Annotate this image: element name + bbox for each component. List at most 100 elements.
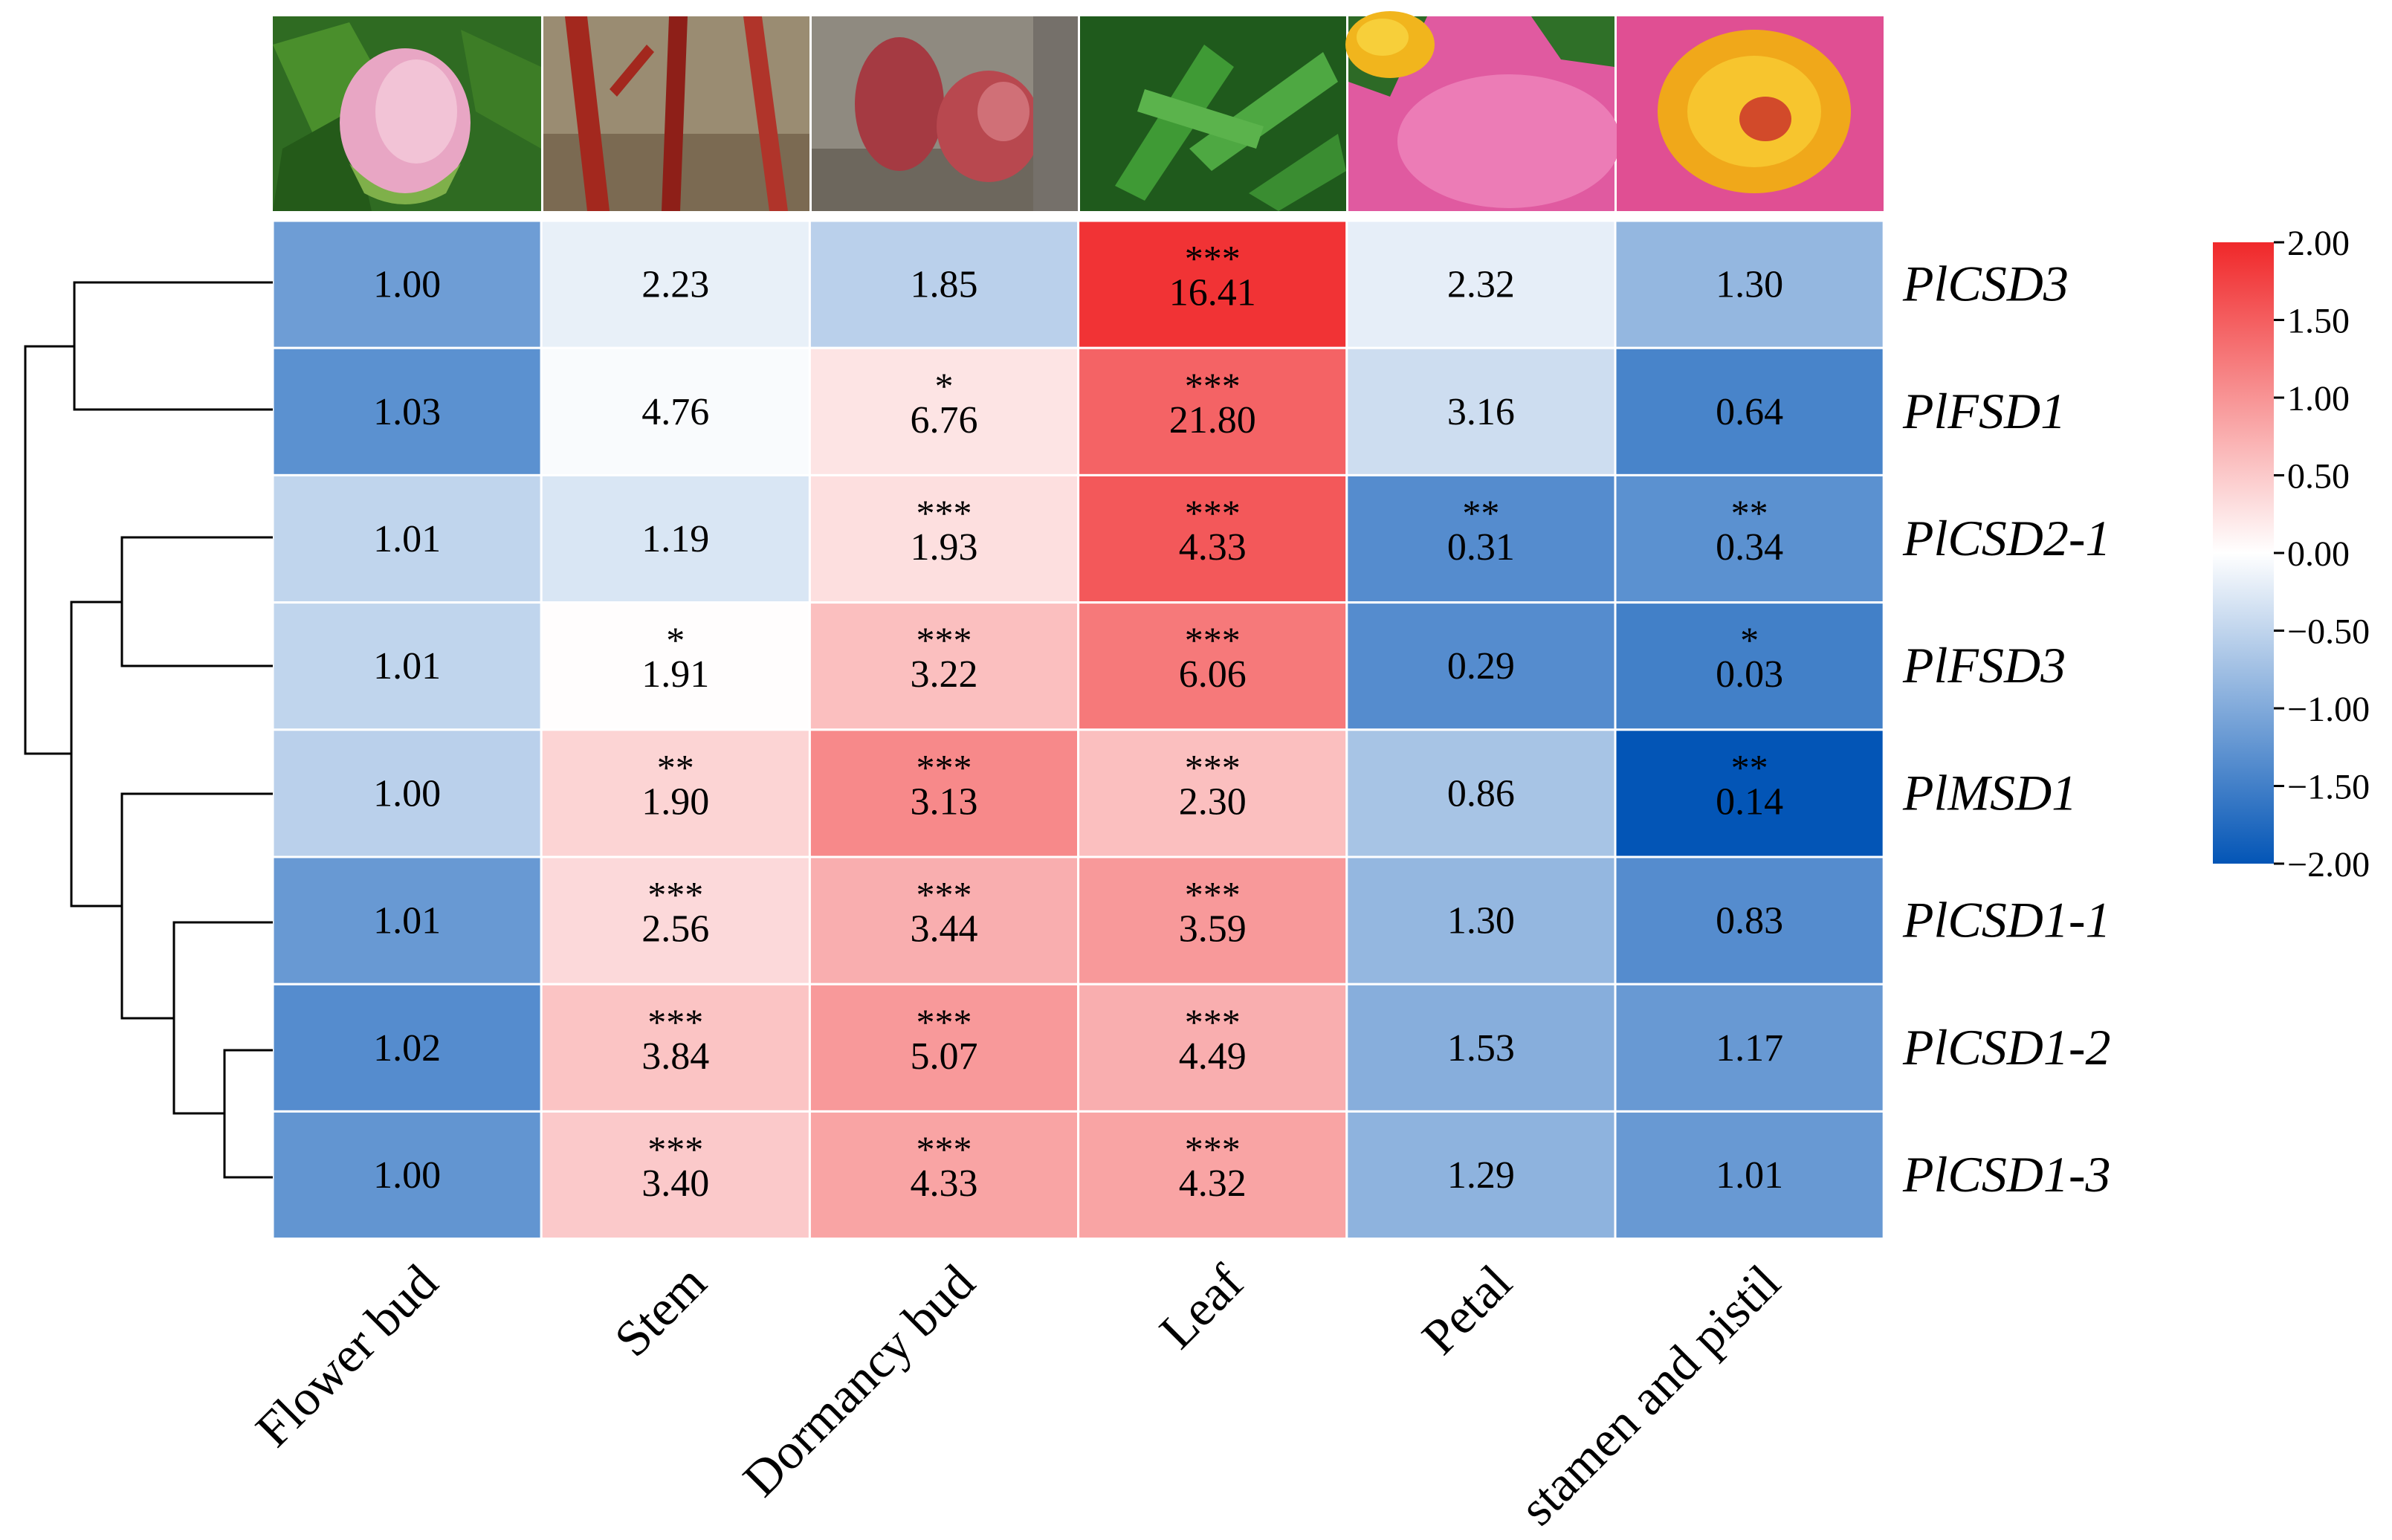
- heatmap-cell: [808, 473, 1080, 604]
- colorbar-ticks: 2.00 1.50 1.00 0.50 0.00 −0.50 −1.00 −1.50 −2.00: [2274, 224, 2370, 884]
- cell-value-label: 0.83: [1716, 900, 1783, 942]
- dendrogram-branch: [120, 792, 273, 1020]
- dendrogram-branch: [24, 345, 74, 755]
- cell-value-label: 3.13: [911, 780, 978, 823]
- heatmap-cell: [1345, 855, 1617, 986]
- tissue-label: Leaf: [1148, 1254, 1254, 1359]
- gene-label: PlFSD1: [1902, 383, 2066, 439]
- petal-photo: [1345, 11, 1620, 211]
- cell-value-label: 3.16: [1447, 391, 1515, 433]
- significance-mark: ***: [917, 492, 972, 534]
- heatmap-cell: [1345, 728, 1617, 858]
- cell-value-label: 3.44: [911, 908, 978, 951]
- colorbar-tick-label: −2.00: [2287, 845, 2370, 884]
- heatmap-cell: [271, 728, 543, 858]
- cell-value-label: 2.56: [641, 908, 709, 951]
- cell-value-label: 3.59: [1179, 908, 1247, 951]
- cell-value-label: 3.22: [911, 653, 978, 696]
- significance-mark: **: [657, 746, 694, 788]
- cell-value-label: 1.29: [1447, 1154, 1515, 1197]
- cell-value-label: 2.32: [1447, 264, 1515, 306]
- colorbar-gradient: [2213, 242, 2274, 864]
- cell-value-label: 0.03: [1716, 653, 1783, 696]
- cell-value-label: 1.00: [373, 1154, 441, 1197]
- heatmap-cell: [1614, 219, 1885, 349]
- tissue-photos: [273, 11, 1884, 211]
- dendrogram-branch: [120, 536, 273, 667]
- cell-value-label: 6.76: [911, 399, 978, 441]
- significance-mark: ***: [917, 746, 972, 788]
- tissue-label: Stem: [604, 1254, 717, 1368]
- heatmap-cell: [1614, 601, 1885, 731]
- tissue-label: Flower bud: [245, 1254, 448, 1458]
- heatmap-cell: [1345, 473, 1617, 604]
- cell-value-label: 3.40: [641, 1162, 709, 1205]
- cell-value-label: 0.14: [1716, 780, 1783, 823]
- heatmap-cell: [1077, 728, 1348, 858]
- cell-value-label: 4.33: [1179, 526, 1247, 569]
- dendrogram-branch: [223, 1049, 273, 1179]
- cell-value-label: 2.30: [1179, 780, 1247, 823]
- heatmap-cell: [1614, 473, 1885, 604]
- cell-value-label: 0.31: [1447, 526, 1515, 569]
- cell-value-label: 4.76: [641, 391, 709, 433]
- stamen-and-pistil-photo: [1617, 16, 1884, 211]
- cell-value-label: 1.02: [373, 1027, 441, 1070]
- significance-mark: ***: [1185, 874, 1241, 916]
- heatmap-cell: [808, 983, 1080, 1113]
- stem-photo: [543, 16, 809, 211]
- heatmap-cell: [1077, 601, 1348, 731]
- cell-value-label: 4.49: [1179, 1035, 1247, 1078]
- flower-bud-photo: [273, 16, 541, 211]
- gene-labels: PlCSD3 PlFSD1 PlCSD2-1 PlFSD3 PlMSD1 PlCSD1-1…: [1902, 256, 2111, 1203]
- cell-value-label: 4.32: [1179, 1162, 1247, 1205]
- significance-mark: ***: [647, 1128, 703, 1170]
- dendrogram-branch: [73, 281, 273, 411]
- cell-value-label: 1.01: [1716, 1154, 1783, 1197]
- heatmap-cell: [1077, 219, 1348, 349]
- cell-value-label: 2.23: [641, 264, 709, 306]
- heatmap-cell: [540, 855, 811, 986]
- cell-value-label: 1.19: [641, 518, 709, 560]
- heatmap-cell: [1614, 983, 1885, 1113]
- cell-value-label: 4.33: [911, 1162, 978, 1205]
- cell-value-label: 1.00: [373, 772, 441, 815]
- cell-value-label: 1.00: [373, 264, 441, 306]
- heatmap-cell: [271, 473, 543, 604]
- colorbar-tick-label: 0.00: [2287, 534, 2350, 574]
- cell-value-label: 1.90: [641, 780, 709, 823]
- heatmap-cell: [1077, 855, 1348, 986]
- significance-mark: ***: [647, 1001, 703, 1043]
- gene-label: PlCSD1-2: [1902, 1019, 2111, 1075]
- dormancy-bud-photo: [812, 16, 1078, 211]
- heatmap-cell: [808, 346, 1080, 476]
- significance-mark: ***: [917, 1001, 972, 1043]
- leaf-photo: [1080, 16, 1346, 211]
- heatmap-cell: [540, 983, 811, 1113]
- significance-mark: **: [1462, 492, 1499, 534]
- cell-value-label: 1.53: [1447, 1027, 1515, 1070]
- cell-value-label: 0.34: [1716, 526, 1783, 569]
- heatmap-cell: [1077, 473, 1348, 604]
- heatmap-cell: [808, 219, 1080, 349]
- colorbar: 2.00 1.50 1.00 0.50 0.00 −0.50 −1.00 −1.50 −2.00: [2213, 224, 2370, 884]
- dendrogram: [24, 281, 273, 1179]
- tissue-label: Petal: [1411, 1254, 1522, 1365]
- gene-label: PlCSD1-3: [1902, 1146, 2111, 1203]
- heatmap-cell: [1077, 1110, 1348, 1240]
- cell-value-label: 21.80: [1169, 399, 1256, 441]
- significance-mark: ***: [1185, 746, 1241, 788]
- gene-label: PlCSD1-1: [1902, 892, 2111, 948]
- heatmap-cell: [808, 1110, 1080, 1240]
- heatmap-cell: [271, 855, 543, 986]
- cell-value-label: 1.01: [373, 900, 441, 942]
- tissue-label: Dormancy bud: [732, 1254, 986, 1507]
- heatmap-cell: [540, 601, 811, 731]
- dendrogram-branch: [70, 601, 122, 908]
- cell-value-label: 0.64: [1716, 391, 1783, 433]
- cell-value-label: 16.41: [1169, 272, 1256, 314]
- significance-mark: ***: [1185, 1001, 1241, 1043]
- cell-value-label: 1.30: [1447, 900, 1515, 942]
- significance-mark: **: [1731, 746, 1768, 788]
